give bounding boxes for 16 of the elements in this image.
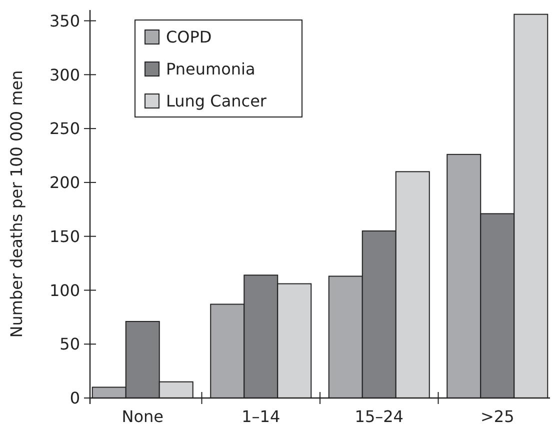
y-tick-label: 350	[49, 11, 80, 30]
x-tick-label: 15–24	[354, 407, 404, 426]
legend-label: Pneumonia	[166, 60, 256, 79]
y-tick-label: 200	[49, 173, 80, 192]
y-axis-title: Number deaths per 100 000 men	[7, 70, 26, 338]
legend-label: Lung Cancer	[166, 92, 267, 111]
y-tick-label: 0	[70, 388, 80, 408]
x-tick-label: None	[122, 407, 164, 426]
y-tick-label: 300	[49, 65, 80, 84]
x-tick-label: >25	[480, 407, 514, 426]
x-tick-label: 1–14	[242, 407, 280, 426]
y-tick-label: 250	[49, 119, 80, 138]
legend-label: COPD	[166, 28, 212, 47]
y-tick-label: 100	[49, 280, 80, 300]
y-tick-label: 150	[49, 226, 80, 246]
y-tick-label: 50	[60, 334, 80, 354]
